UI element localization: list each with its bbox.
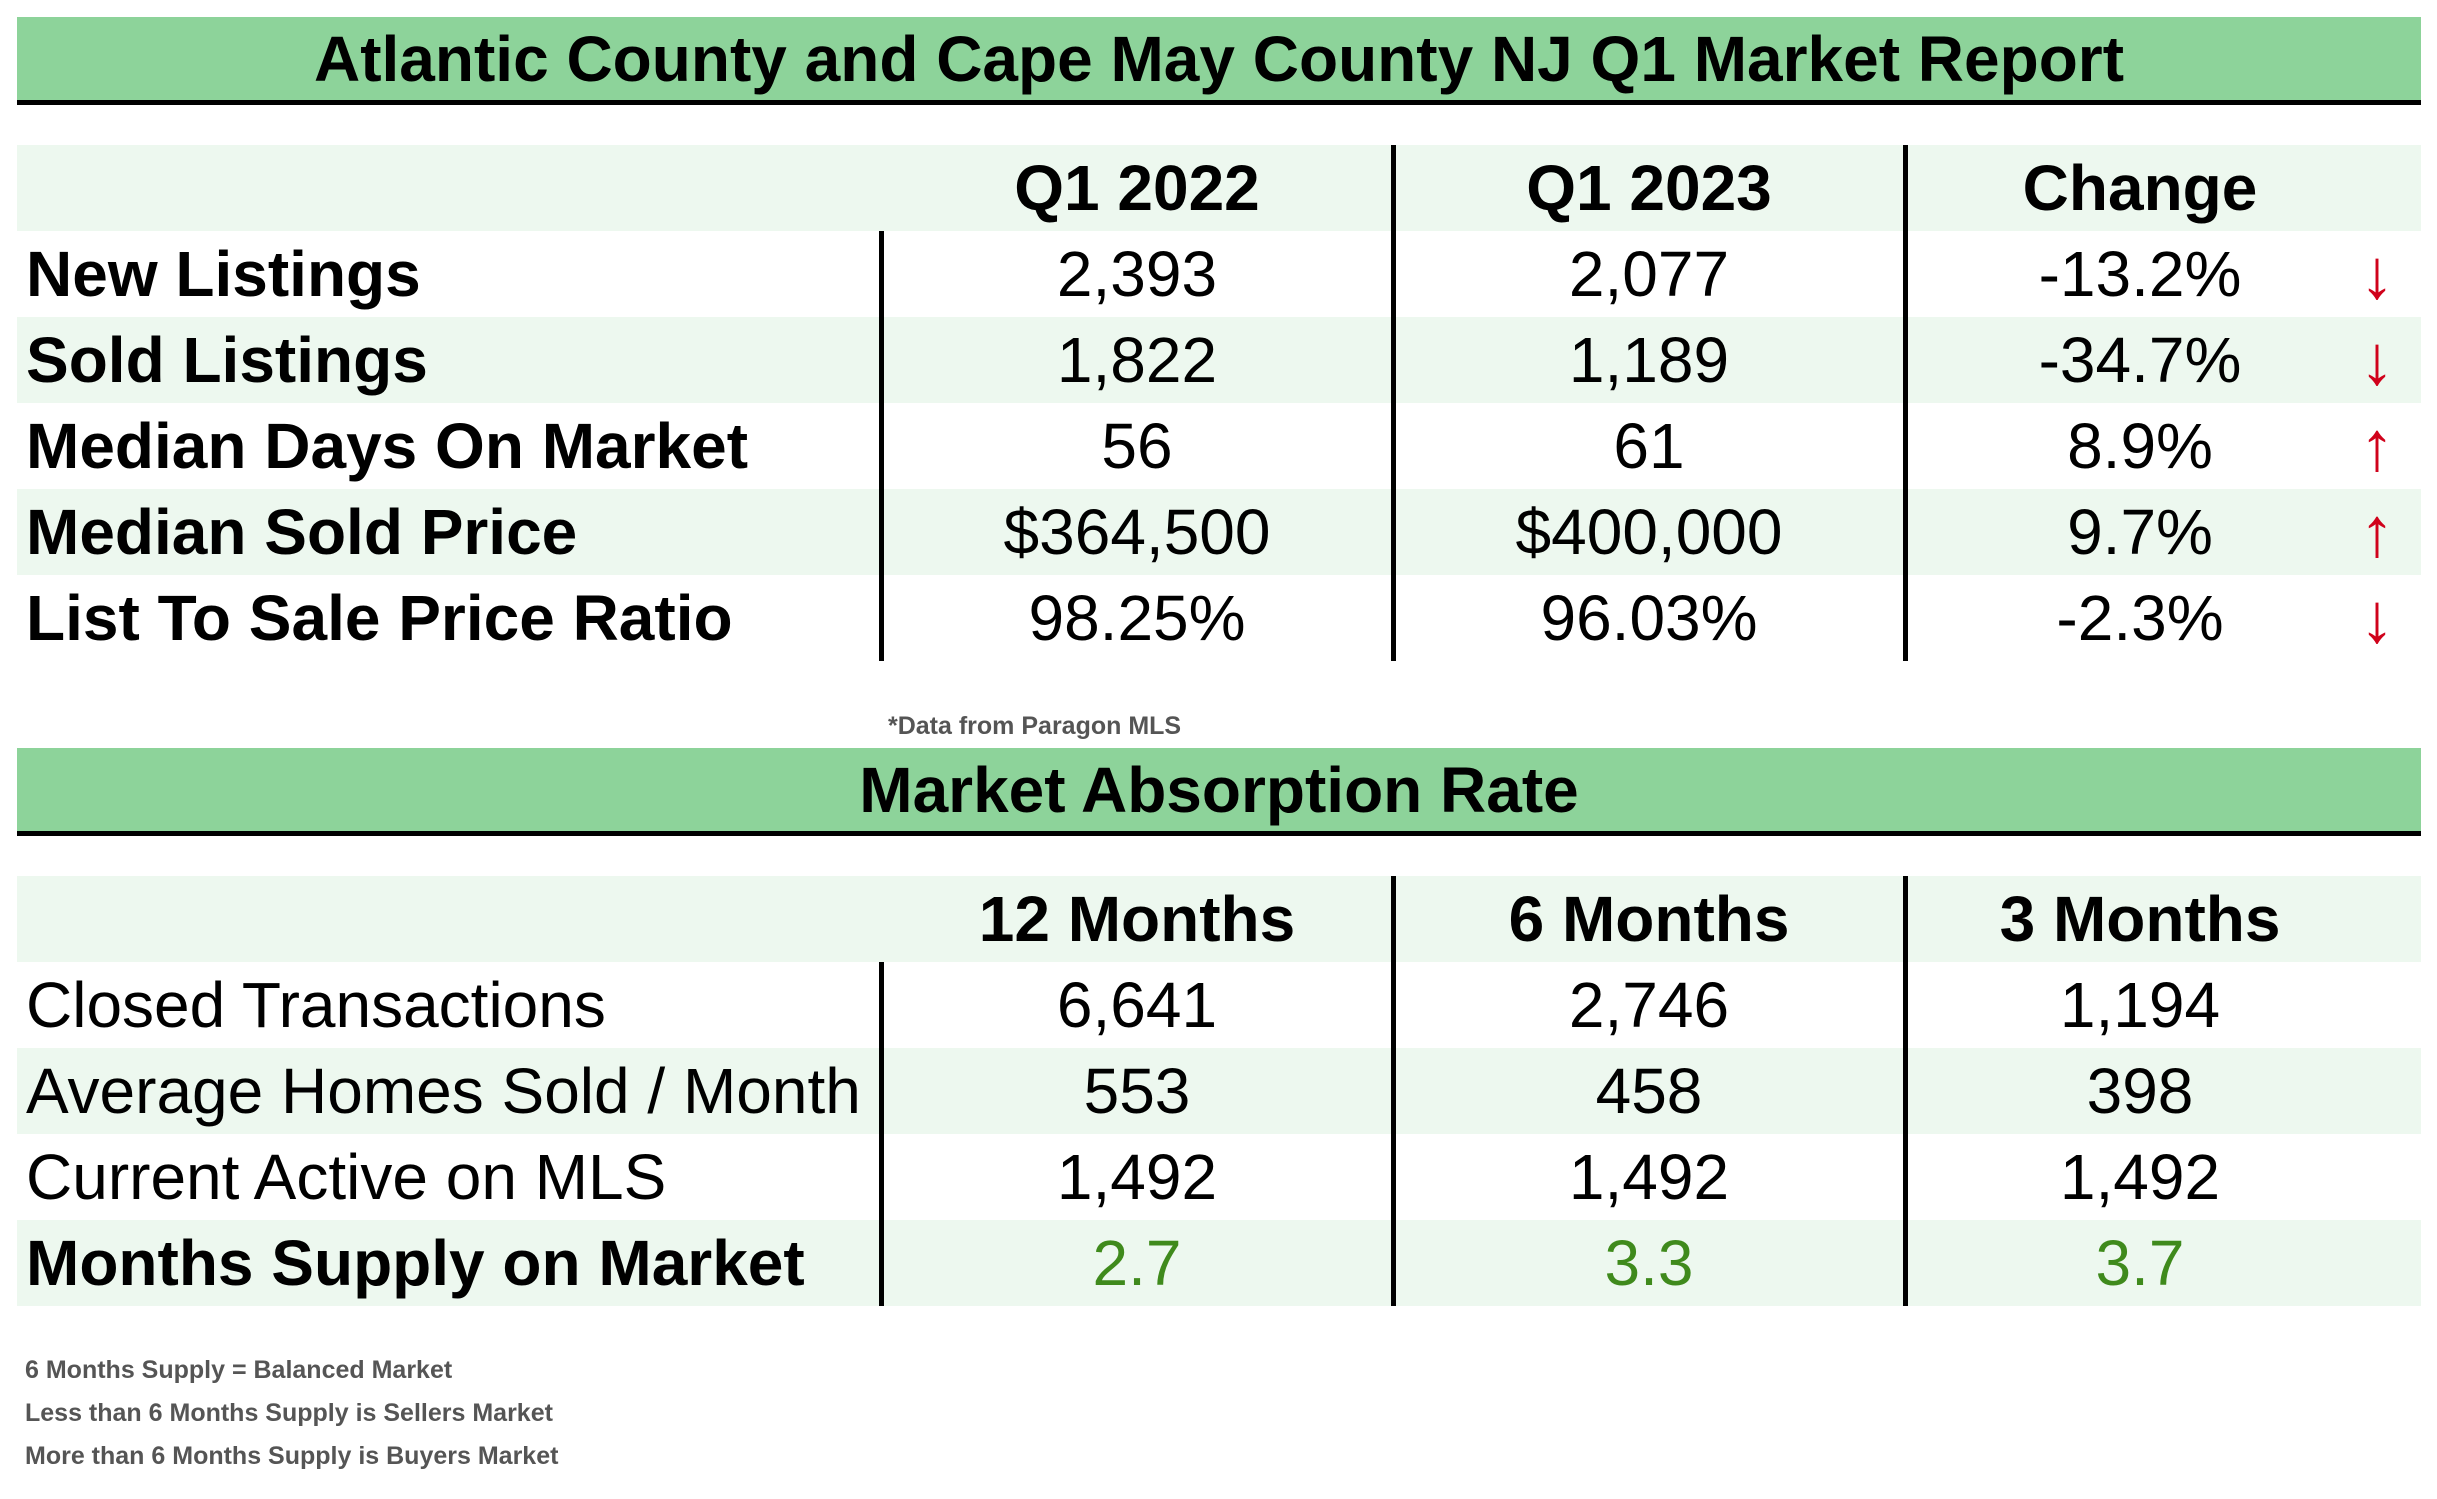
6-months-value: 2,746 <box>1568 969 1730 1041</box>
12-months-value: 553 <box>1083 1055 1191 1127</box>
12-months-supply-value: 2.7 <box>1092 1227 1182 1299</box>
row-label: List To Sale Price Ratio <box>26 582 733 654</box>
table-row: New Listings 2,393 2,077 -13.2% ↓ <box>17 231 2421 317</box>
12-months-value: 6,641 <box>1056 969 1218 1041</box>
3-months-value: 1,492 <box>2059 1141 2221 1213</box>
column-header-q1-2023: Q1 2023 <box>1526 152 1772 224</box>
table-row: Average Homes Sold / Month 553 458 398 <box>17 1048 2421 1134</box>
row-label: Sold Listings <box>26 324 428 396</box>
change-value: 9.7% <box>2067 496 2213 568</box>
q1-2023-value: $400,000 <box>1515 496 1783 568</box>
column-header-change: Change <box>2022 152 2258 224</box>
table-row: Current Active on MLS 1,492 1,492 1,492 <box>17 1134 2421 1220</box>
q1-2023-value: 2,077 <box>1568 238 1730 310</box>
change-value: -13.2% <box>2038 238 2242 310</box>
q1-2022-value: 98.25% <box>1028 582 1246 654</box>
table-header-row: Q1 2022 Q1 2023 Change <box>17 145 2421 231</box>
12-months-value: 1,492 <box>1056 1141 1218 1213</box>
table-header-row: 12 Months 6 Months 3 Months <box>17 876 2421 962</box>
up-arrow-icon: ↑ <box>2359 407 2395 485</box>
q1-2022-value: 2,393 <box>1056 238 1218 310</box>
row-label: Median Days On Market <box>26 410 748 482</box>
legend-note: More than 6 Months Supply is Buyers Mark… <box>25 1442 559 1470</box>
6-months-supply-value: 3.3 <box>1604 1227 1694 1299</box>
report-title: Atlantic County and Cape May County NJ Q… <box>313 22 2125 95</box>
market-report-table: Q1 2022 Q1 2023 Change New Listings 2,39… <box>17 145 2421 661</box>
table-row: Sold Listings 1,822 1,189 -34.7% ↓ <box>17 317 2421 403</box>
column-divider <box>1391 876 1396 1306</box>
column-header-q1-2022: Q1 2022 <box>1014 152 1260 224</box>
q1-2022-value: $364,500 <box>1003 496 1271 568</box>
row-label: Current Active on MLS <box>26 1141 667 1213</box>
table-row: Median Days On Market 56 61 8.9% ↑ <box>17 403 2421 489</box>
table-row: List To Sale Price Ratio 98.25% 96.03% -… <box>17 575 2421 661</box>
table-row: Closed Transactions 6,641 2,746 1,194 <box>17 962 2421 1048</box>
down-arrow-icon: ↓ <box>2359 579 2395 657</box>
up-arrow-icon: ↑ <box>2359 493 2395 571</box>
legend-note: 6 Months Supply = Balanced Market <box>25 1356 453 1384</box>
column-header-12-months: 12 Months <box>978 883 1296 955</box>
change-value: 8.9% <box>2067 410 2213 482</box>
row-label: Average Homes Sold / Month <box>26 1055 861 1127</box>
column-header-6-months: 6 Months <box>1508 883 1790 955</box>
report-title-banner: Atlantic County and Cape May County NJ Q… <box>17 17 2421 105</box>
6-months-value: 458 <box>1595 1055 1703 1127</box>
row-label: New Listings <box>26 238 421 310</box>
row-label: Closed Transactions <box>26 969 606 1041</box>
q1-2023-value: 61 <box>1613 410 1685 482</box>
change-value: -34.7% <box>2038 324 2242 396</box>
q1-2022-value: 56 <box>1101 410 1173 482</box>
absorption-title: Market Absorption Rate <box>859 753 1579 826</box>
absorption-table: 12 Months 6 Months 3 Months Closed Trans… <box>17 876 2421 1306</box>
column-divider <box>1903 145 1908 661</box>
table-row: Months Supply on Market 2.7 3.3 3.7 <box>17 1220 2421 1306</box>
3-months-value: 1,194 <box>2059 969 2221 1041</box>
column-divider <box>879 962 884 1306</box>
down-arrow-icon: ↓ <box>2359 235 2395 313</box>
change-value: -2.3% <box>2056 582 2224 654</box>
column-header-3-months: 3 Months <box>1999 883 2281 955</box>
6-months-value: 1,492 <box>1568 1141 1730 1213</box>
legend-note: Less than 6 Months Supply is Sellers Mar… <box>25 1399 553 1427</box>
column-divider <box>1391 145 1396 661</box>
q1-2023-value: 1,189 <box>1568 324 1730 396</box>
row-label: Months Supply on Market <box>26 1227 805 1299</box>
absorption-title-banner: Market Absorption Rate <box>17 748 2421 836</box>
q1-2022-value: 1,822 <box>1056 324 1218 396</box>
down-arrow-icon: ↓ <box>2359 321 2395 399</box>
column-divider <box>879 231 884 661</box>
3-months-supply-value: 3.7 <box>2095 1227 2185 1299</box>
q1-2023-value: 96.03% <box>1540 582 1758 654</box>
data-source-note: *Data from Paragon MLS <box>888 712 1182 740</box>
row-label: Median Sold Price <box>26 496 578 568</box>
table-row: Median Sold Price $364,500 $400,000 9.7%… <box>17 489 2421 575</box>
3-months-value: 398 <box>2086 1055 2194 1127</box>
column-divider <box>1903 876 1908 1306</box>
